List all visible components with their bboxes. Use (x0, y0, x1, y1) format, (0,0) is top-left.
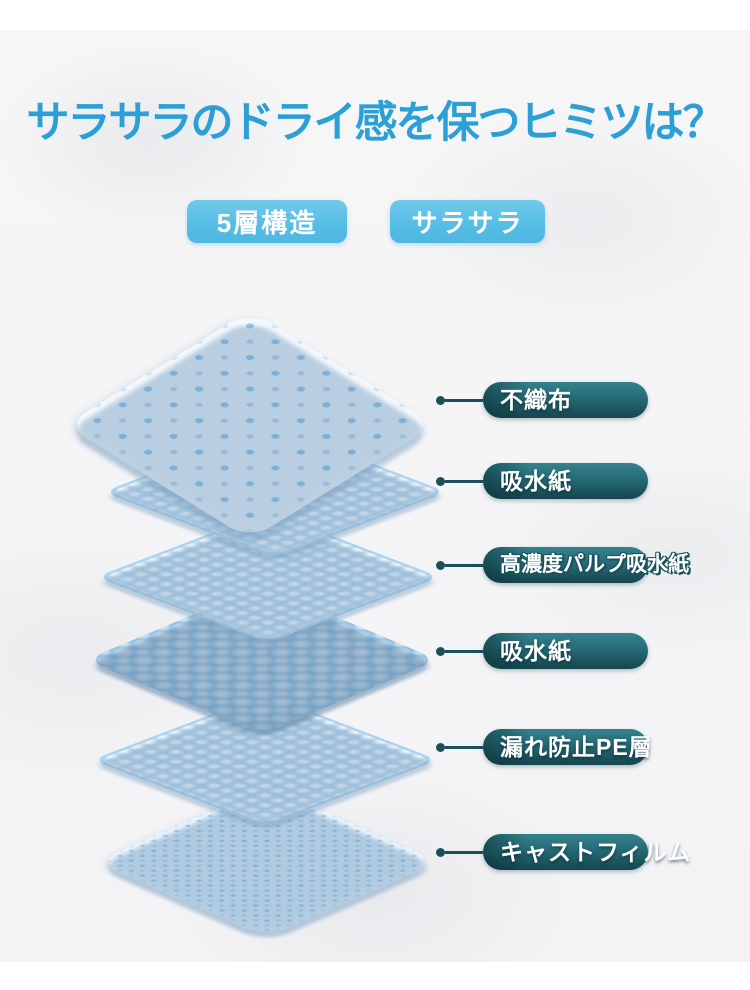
background-bottom-strip (0, 962, 750, 990)
connector-dot-icon (436, 560, 445, 570)
callout-high-density-pulp: 高濃度パルプ吸水紙 (436, 547, 689, 583)
callout-absorbent-paper-lower: 吸水紙 (436, 633, 648, 669)
callout-label-absorbent-paper-upper: 吸水紙 (483, 463, 648, 499)
badge-sarasara: サラサラ (390, 200, 545, 243)
callout-label-leakproof-pe: 漏れ防止PE層 (483, 729, 652, 765)
connector-dot-icon (436, 646, 445, 656)
connector-line (445, 479, 483, 483)
connector-dot-icon (436, 847, 445, 857)
callout-absorbent-paper-upper: 吸水紙 (436, 463, 648, 499)
connector-line (445, 398, 483, 402)
callout-leakproof-pe: 漏れ防止PE層 (436, 729, 652, 765)
background-top-strip (0, 0, 750, 30)
connector-dot-icon (436, 742, 445, 752)
connector-line (445, 850, 483, 854)
connector-line (445, 745, 483, 749)
callout-label-high-density-pulp: 高濃度パルプ吸水紙 (483, 547, 689, 583)
connector-dot-icon (436, 476, 445, 486)
badge-5-layer-structure: 5層構造 (187, 200, 347, 243)
connector-dot-icon (436, 395, 445, 405)
callout-nonwoven: 不織布 (436, 382, 648, 418)
callout-cast-film: キャストフィルム (436, 834, 690, 870)
callout-label-absorbent-paper-lower: 吸水紙 (483, 633, 648, 669)
connector-line (445, 649, 483, 653)
callout-label-cast-film: キャストフィルム (483, 834, 690, 870)
connector-line (445, 563, 483, 567)
callout-label-nonwoven: 不織布 (483, 382, 648, 418)
page-title: サラサラのドライ感を保つヒミツは？ (26, 99, 726, 147)
